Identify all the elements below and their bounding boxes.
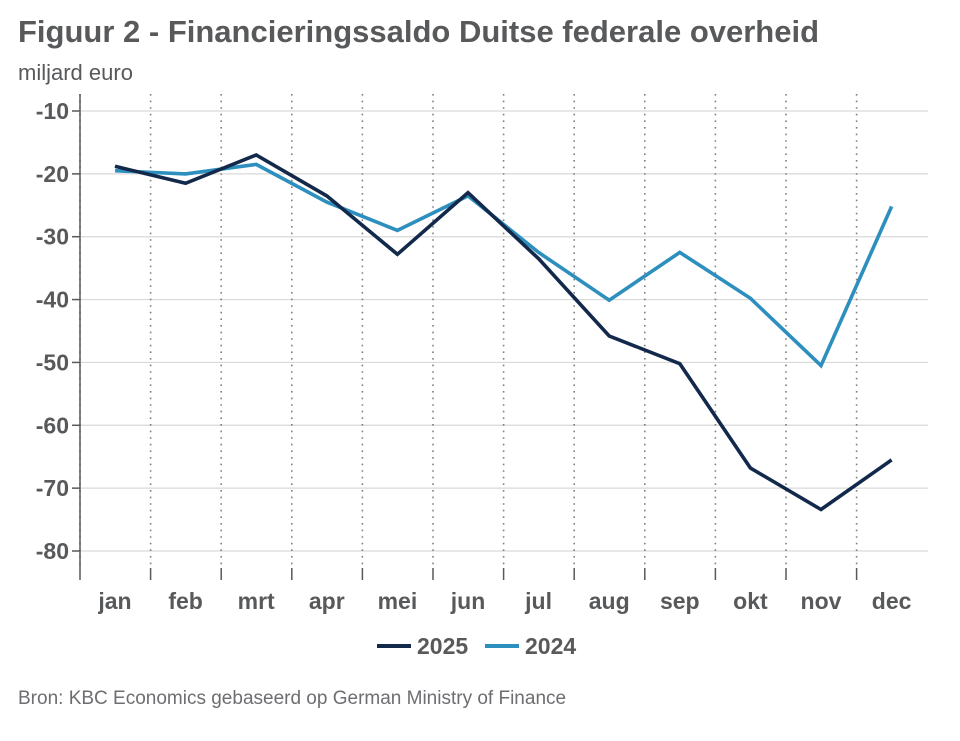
y-tick-label: -80 xyxy=(36,538,69,564)
x-tick-label: aug xyxy=(589,588,630,614)
x-tick-label: mei xyxy=(378,588,418,614)
y-tick-label: -70 xyxy=(36,475,69,501)
legend-label-2025: 2025 xyxy=(417,633,468,659)
legend-label-2024: 2024 xyxy=(525,633,576,659)
y-tick-label: -10 xyxy=(36,98,69,124)
axes: -10 -20 -30 -40 -50 -60 -70 -80 jan feb mrt apr mei j… xyxy=(36,94,912,614)
y-tick-label: -60 xyxy=(36,412,69,438)
y-tick-label: -30 xyxy=(36,224,69,250)
line-chart: -10 -20 -30 -40 -50 -60 -70 -80 jan feb mrt apr mei j… xyxy=(36,94,928,659)
source-note: Bron: KBC Economics gebaseerd op German … xyxy=(18,688,567,709)
x-tick-label: apr xyxy=(309,588,345,614)
x-tick-label: nov xyxy=(801,588,842,614)
x-tick-label: okt xyxy=(733,588,768,614)
x-tick-label: mrt xyxy=(238,588,275,614)
x-tick-label: dec xyxy=(872,588,912,614)
x-tick-label: jul xyxy=(524,588,552,614)
legend: 2025 2024 xyxy=(377,633,576,659)
chart-title: Figuur 2 - Financieringssaldo Duitse fed… xyxy=(18,14,820,49)
y-tick-label: -40 xyxy=(36,287,69,313)
x-tick-label: jan xyxy=(97,588,131,614)
y-tick-label: -50 xyxy=(36,349,69,375)
x-tick-label: sep xyxy=(660,588,700,614)
x-tick-label: feb xyxy=(168,588,203,614)
y-tick-label: -20 xyxy=(36,161,69,187)
series xyxy=(114,153,894,512)
series-line-2025 xyxy=(114,153,893,512)
x-tick-label: jun xyxy=(450,588,486,614)
chart-subtitle: miljard euro xyxy=(18,60,133,85)
